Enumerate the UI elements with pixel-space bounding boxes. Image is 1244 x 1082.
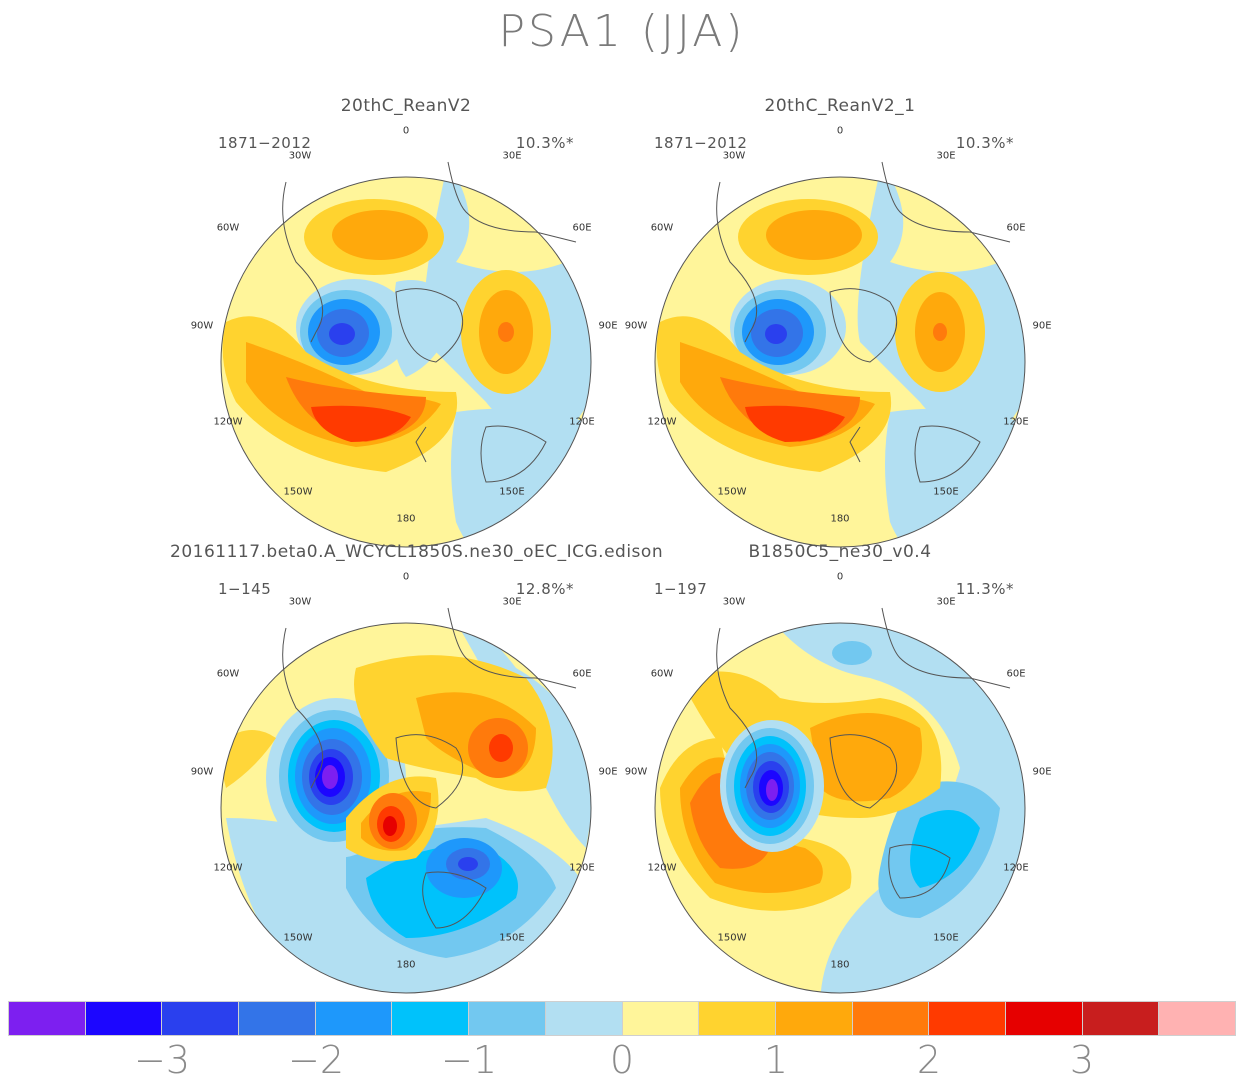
panel-percent: 12.8%* [515, 580, 574, 598]
lon-label: 60E [1006, 222, 1026, 234]
panel-years: 1−145 [218, 580, 272, 598]
lon-label: 150E [499, 486, 525, 498]
colorbar [8, 1001, 1236, 1036]
colorbar-swatch [1159, 1001, 1236, 1036]
lon-label: 150W [717, 486, 747, 498]
lon-label: 60E [572, 222, 592, 234]
colorbar-swatch [8, 1001, 86, 1036]
lon-label: 60W [650, 222, 674, 234]
colorbar-swatch [162, 1001, 240, 1036]
colorbar-swatch [85, 1001, 163, 1036]
lon-label: 150W [717, 932, 747, 944]
colorbar-swatch [622, 1001, 700, 1036]
colorbar-swatch [239, 1001, 316, 1036]
lon-label: 90E [1032, 766, 1052, 778]
colorbar-swatch [852, 1001, 930, 1036]
map-panel-1: 20thC_ReanV2 1871−2012 10.3%* [186, 96, 626, 582]
lon-label: 30E [502, 596, 522, 608]
map-panel-3: 20161117.beta0.A_WCYCL1850S.ne30_oEC_ICG… [170, 542, 663, 1028]
lon-label: 90E [598, 320, 618, 332]
polar-map [220, 161, 592, 548]
panel-percent: 11.3%* [955, 580, 1014, 598]
lon-label: 90E [1032, 320, 1052, 332]
colorbar-label: −3 [133, 1038, 191, 1082]
panel-percent: 10.3%* [515, 134, 574, 152]
lon-label: 30E [936, 596, 956, 608]
panel-title: 20thC_ReanV2 [340, 96, 472, 116]
lon-label: 60E [1006, 668, 1026, 680]
lon-label: 90E [598, 766, 618, 778]
lon-label: 60E [572, 668, 592, 680]
lon-label: 120E [569, 862, 595, 874]
colorbar-swatch [699, 1001, 776, 1036]
figure-title: PSA1 (JJA) [498, 6, 746, 57]
lon-label: 120E [569, 416, 595, 428]
lon-label: 150E [933, 932, 959, 944]
lon-label: 0 [402, 125, 410, 137]
lon-label: 30W [288, 596, 312, 608]
lon-label: 30E [936, 150, 956, 162]
lon-label: 30W [722, 150, 746, 162]
lon-label: 0 [836, 571, 844, 583]
lon-label: 120E [1003, 862, 1029, 874]
lon-label: 120W [647, 416, 677, 428]
map-panel-4: B1850C5_ne30_v0.4 1−197 11.3%* [620, 542, 1060, 1028]
colorbar-swatch [392, 1001, 470, 1036]
colorbar-swatch [315, 1001, 393, 1036]
colorbar-swatch [775, 1001, 853, 1036]
colorbar-label: 1 [763, 1038, 789, 1082]
panel-percent: 10.3%* [955, 134, 1014, 152]
colorbar-swatch [1005, 1001, 1083, 1036]
panel-title: B1850C5_ne30_v0.4 [748, 542, 932, 562]
colorbar-swatch [929, 1001, 1006, 1036]
lon-label: 150E [933, 486, 959, 498]
lon-label: 30W [722, 596, 746, 608]
lon-label: 150E [499, 932, 525, 944]
lon-label: 150W [283, 486, 313, 498]
lon-label: 120W [213, 862, 243, 874]
lon-label: 30E [502, 150, 522, 162]
lon-label: 120E [1003, 416, 1029, 428]
colorbar-label: 3 [1069, 1038, 1095, 1082]
colorbar-label: −1 [440, 1038, 498, 1082]
lon-label: 0 [836, 125, 844, 137]
lon-label: 180 [396, 959, 416, 971]
polar-map [654, 161, 1026, 548]
panel-title: 20161117.beta0.A_WCYCL1850S.ne30_oEC_ICG… [170, 542, 664, 562]
panel-years: 1871−2012 [218, 134, 312, 152]
panel-years: 1−197 [654, 580, 708, 598]
colorbar-label: 2 [916, 1038, 942, 1082]
lon-label: 180 [396, 513, 416, 525]
lon-label: 60W [216, 668, 240, 680]
lon-label: 60W [216, 222, 240, 234]
lon-label: 90W [190, 320, 214, 332]
lon-label: 120W [647, 862, 677, 874]
lon-label: 180 [830, 959, 850, 971]
map-panel-2: 20thC_ReanV2_1 1871−2012 10.3%* [620, 96, 1060, 582]
lon-label: 60W [650, 668, 674, 680]
lon-label: 30W [288, 150, 312, 162]
polar-map [654, 607, 1026, 994]
lon-label: 0 [402, 571, 410, 583]
colorbar-swatch [545, 1001, 623, 1036]
panel-years: 1871−2012 [654, 134, 748, 152]
lon-label: 150W [283, 932, 313, 944]
colorbar-swatch [1082, 1001, 1160, 1036]
panel-title: 20thC_ReanV2_1 [764, 96, 916, 116]
lon-label: 90W [624, 320, 648, 332]
lon-label: 90W [190, 766, 214, 778]
polar-map [220, 607, 592, 994]
lon-label: 120W [213, 416, 243, 428]
colorbar-label: 0 [609, 1038, 635, 1082]
colorbar-swatch [469, 1001, 546, 1036]
colorbar-label: −2 [287, 1038, 345, 1082]
lon-label: 90W [624, 766, 648, 778]
lon-label: 180 [830, 513, 850, 525]
